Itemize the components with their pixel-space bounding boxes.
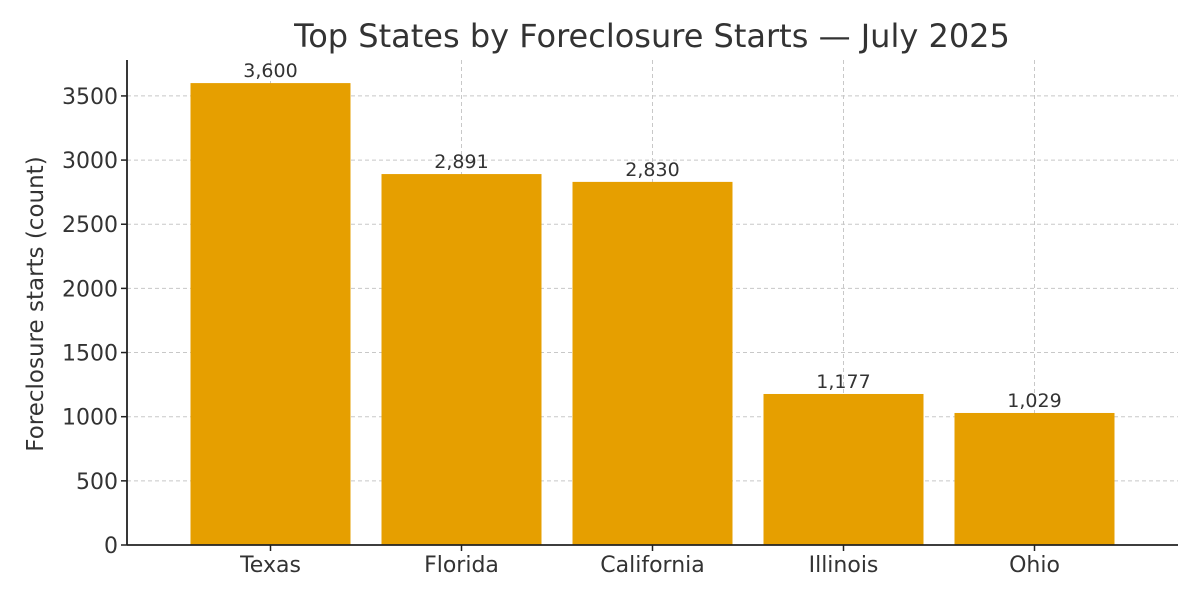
y-tick-label: 2500 (62, 213, 118, 238)
chart-title: Top States by Foreclosure Starts — July … (293, 17, 1010, 55)
bar-ohio (954, 412, 1115, 545)
bar-value-label: 1,177 (816, 371, 870, 393)
y-tick-label: 1000 (62, 406, 118, 431)
bar-value-label: 2,830 (625, 159, 679, 181)
x-tick-label: Florida (424, 553, 499, 578)
bar-illinois (763, 393, 924, 545)
x-tick-label: Texas (239, 553, 301, 578)
bars (190, 83, 1115, 545)
x-tick-label: Illinois (809, 553, 879, 578)
y-tick-label: 2000 (62, 277, 118, 302)
bar-value-label: 3,600 (243, 60, 297, 82)
x-tick-labels: Texas Florida California Illinois Ohio (239, 545, 1060, 578)
y-tick-label: 3500 (62, 85, 118, 110)
bar-value-label: 1,029 (1007, 390, 1061, 412)
y-tick-label: 3000 (62, 149, 118, 174)
bar-florida (381, 174, 542, 545)
x-tick-label: California (600, 553, 704, 578)
bar-value-label: 2,891 (434, 151, 488, 173)
bar-texas (190, 83, 351, 545)
bar-california (572, 181, 733, 545)
y-tick-label: 1500 (62, 342, 118, 367)
data-labels: 3,600 2,891 2,830 1,177 1,029 (243, 60, 1061, 412)
y-tick-labels: 0 500 1000 1500 2000 2500 3000 3500 (62, 85, 127, 559)
y-axis-label: Foreclosure starts (count) (23, 156, 49, 451)
y-tick-label: 0 (104, 534, 118, 559)
x-tick-label: Ohio (1009, 553, 1060, 578)
y-tick-label: 500 (76, 470, 118, 495)
